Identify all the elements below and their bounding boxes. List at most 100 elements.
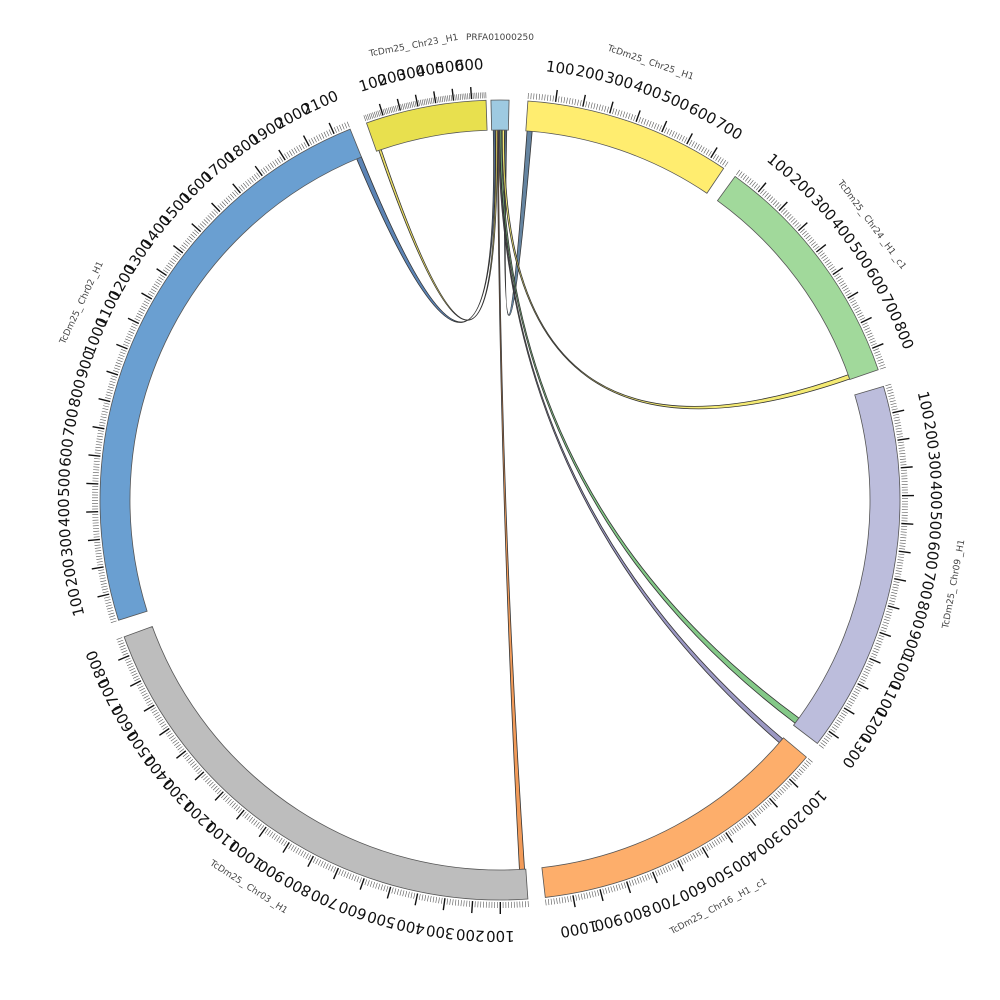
tick-label: 800 [621,901,654,927]
minor-tick [108,383,115,386]
minor-tick [558,96,560,103]
minor-tick [586,892,589,899]
minor-tick [900,534,907,536]
minor-tick [183,242,189,247]
minor-tick [135,315,142,319]
minor-tick [740,173,745,179]
minor-tick [251,818,256,824]
minor-tick [118,354,125,357]
minor-tick [175,743,181,749]
minor-tick [883,618,890,622]
minor-tick [267,830,271,836]
minor-tick [138,685,144,689]
minor-tick [900,537,907,539]
minor-tick [227,195,233,201]
minor-tick [773,794,778,800]
minor-tick [893,583,900,586]
minor-tick [892,413,899,416]
minor-tick [110,378,117,381]
minor-tick [260,169,265,175]
major-tick [98,398,111,403]
minor-tick [405,102,408,109]
minor-tick [383,885,386,892]
minor-tick [449,898,451,905]
minor-tick [109,615,116,618]
minor-tick [99,574,106,577]
minor-tick [237,808,243,814]
minor-tick [590,102,593,109]
segment-prfa [490,99,510,131]
major-tick [232,183,242,194]
tick-label: 300 [603,68,635,93]
major-tick [127,317,140,325]
tick-label: 800 [890,319,917,352]
minor-tick [722,160,727,166]
minor-tick [634,878,637,885]
minor-tick [146,700,152,704]
minor-tick [438,897,440,904]
minor-tick [340,870,344,876]
minor-tick [272,161,277,167]
minor-tick [676,133,680,140]
major-tick [129,680,142,687]
minor-tick [203,775,208,781]
tick-label: 700 [649,890,682,918]
minor-tick [214,787,220,793]
minor-tick [708,150,712,157]
major-tick [194,771,205,781]
minor-tick [172,255,178,260]
minor-tick [873,348,879,352]
minor-tick [845,705,851,709]
minor-tick [798,768,804,774]
minor-tick [612,108,615,115]
minor-tick [97,432,104,435]
minor-tick [887,391,894,395]
major-tick [442,898,446,911]
minor-tick [386,885,389,892]
minor-tick [436,96,438,103]
minor-tick [211,211,217,216]
minor-tick [884,616,891,619]
minor-tick [560,96,563,103]
minor-tick [647,873,650,880]
minor-tick [336,125,340,132]
minor-tick [618,883,621,890]
minor-tick [704,845,709,852]
minor-tick [186,757,192,762]
minor-tick [356,876,360,883]
minor-tick [163,269,169,274]
minor-tick [588,891,591,898]
minor-tick [596,103,599,110]
minor-tick [575,894,578,901]
minor-tick [195,767,201,772]
minor-tick [752,812,757,818]
minor-tick [463,93,465,100]
tick-label: 400 [631,76,664,103]
minor-tick [842,710,848,714]
minor-tick [807,237,813,242]
minor-tick [878,361,884,365]
minor-tick [267,164,272,170]
minor-tick [895,427,902,430]
minor-tick [296,146,300,152]
minor-tick [894,575,901,578]
minor-tick [295,847,300,854]
major-tick [143,704,155,712]
minor-tick [822,740,828,745]
minor-tick [321,133,325,139]
minor-tick [870,655,877,659]
tick-label: 800 [908,599,933,631]
minor-tick [308,139,312,145]
minor-tick [898,450,906,452]
minor-tick [427,98,429,105]
minor-tick [566,97,568,104]
major-tick [92,425,105,430]
minor-tick [803,232,809,238]
minor-tick [203,219,209,224]
minor-tick [164,267,170,272]
minor-tick [199,223,205,228]
minor-tick [238,186,243,192]
minor-tick [167,732,173,737]
minor-tick [132,675,139,679]
minor-tick [413,892,416,899]
